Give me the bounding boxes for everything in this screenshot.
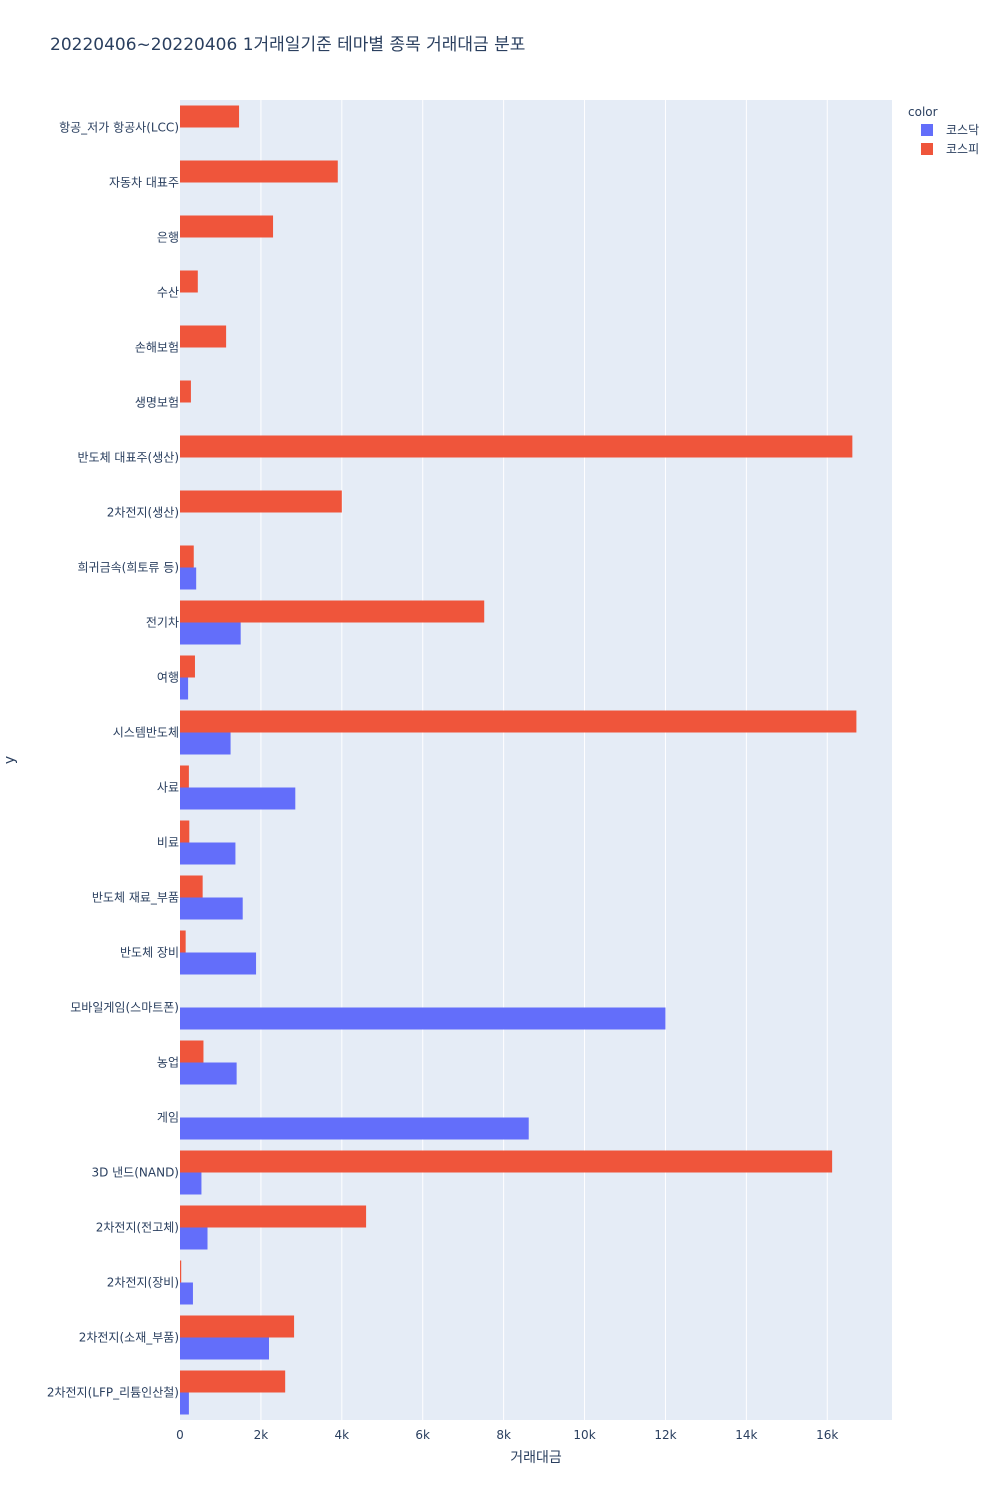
x-tick-label: 6k xyxy=(415,1428,430,1442)
bar-kospi xyxy=(180,490,342,513)
bar-kospi xyxy=(180,1205,367,1228)
bar-kospi xyxy=(180,1150,833,1173)
plot-area xyxy=(180,100,892,1420)
x-tick-label: 0 xyxy=(176,1428,184,1442)
bar-kospi xyxy=(180,1040,204,1063)
y-tick-label: 비료 xyxy=(157,836,179,850)
bar-kospi xyxy=(180,325,227,348)
y-tick-label: 2차전지(LFP_리튬인산철) xyxy=(47,1386,179,1400)
bar-kosdaq xyxy=(180,1117,529,1140)
bar-kospi xyxy=(180,765,189,788)
x-tick-label: 10k xyxy=(573,1428,595,1442)
chart-title: 20220406~20220406 1거래일기준 테마별 종목 거래대금 분포 xyxy=(50,35,525,55)
x-tick-label: 16k xyxy=(816,1428,838,1442)
x-axis-ticks: 0 2k 4k 6k 8k 10k 12k 14k 16k xyxy=(176,1428,838,1442)
bar-kospi xyxy=(180,1315,295,1338)
y-tick-label: 여행 xyxy=(157,670,179,685)
y-tick-label: 항공_저가 항공사(LCC) xyxy=(59,121,179,135)
y-tick-label: 2차전지(생산) xyxy=(107,506,179,520)
bar-kosdaq xyxy=(180,1062,237,1085)
y-tick-label: 사료 xyxy=(157,781,179,795)
bar-kosdaq xyxy=(180,787,296,810)
bar-kosdaq xyxy=(180,1172,202,1195)
y-tick-label: 2차전지(전고체) xyxy=(96,1221,179,1235)
bar-kospi xyxy=(180,380,191,403)
y-tick-label: 반도체 재료_부품 xyxy=(92,891,179,905)
bar-kospi xyxy=(180,270,198,293)
bar-kosdaq xyxy=(180,1227,208,1250)
bar-kospi xyxy=(180,435,853,458)
y-tick-label: 전기차 xyxy=(146,616,179,630)
y-tick-label: 희귀금속(희토류 등) xyxy=(78,561,180,575)
y-tick-label: 시스템반도체 xyxy=(113,726,179,740)
legend-swatch xyxy=(921,143,933,155)
bar-kospi xyxy=(180,655,195,678)
legend-swatch xyxy=(921,124,933,136)
y-axis-title: y xyxy=(2,756,18,764)
bar-kospi xyxy=(180,820,190,843)
bar-kospi xyxy=(180,1260,182,1283)
y-tick-label: 자동차 대표주 xyxy=(109,176,179,190)
bar-kospi xyxy=(180,1370,286,1393)
bar-kosdaq xyxy=(180,1392,189,1415)
bar-kospi xyxy=(180,105,240,128)
y-tick-label: 반도체 대표주(생산) xyxy=(78,451,180,465)
bar-kosdaq xyxy=(180,897,243,920)
x-tick-label: 8k xyxy=(496,1428,511,1442)
x-tick-label: 4k xyxy=(335,1428,350,1442)
bar-kospi xyxy=(180,710,857,733)
bar-kosdaq xyxy=(180,677,189,700)
legend-label: 코스피 xyxy=(946,142,979,156)
x-tick-label: 12k xyxy=(654,1428,676,1442)
bar-kosdaq xyxy=(180,842,236,865)
bar-kosdaq xyxy=(180,1337,269,1360)
y-tick-label: 모바일게임(스마트폰) xyxy=(70,1001,179,1015)
gridlines xyxy=(260,100,828,1420)
y-tick-label: 게임 xyxy=(157,1111,179,1125)
bar-kospi xyxy=(180,545,194,568)
y-tick-label: 생명보험 xyxy=(135,396,179,410)
legend-label: 코스닥 xyxy=(946,123,979,137)
bar-kospi xyxy=(180,600,485,623)
bar-kospi xyxy=(180,215,274,238)
y-tick-label: 2차전지(장비) xyxy=(107,1276,179,1290)
bar-kosdaq xyxy=(180,1007,666,1030)
bar-kosdaq xyxy=(180,952,257,975)
x-tick-label: 14k xyxy=(735,1428,757,1442)
bar-kosdaq xyxy=(180,567,197,590)
y-tick-label: 은행 xyxy=(157,230,179,245)
y-tick-label: 3D 낸드(NAND) xyxy=(91,1166,179,1180)
bar-kospi xyxy=(180,930,186,953)
bars xyxy=(180,105,857,1415)
legend-title: color xyxy=(908,105,938,119)
y-tick-label: 2차전지(소재_부품) xyxy=(79,1331,179,1345)
y-tick-label: 수산 xyxy=(157,286,179,300)
x-axis-title: 거래대금 xyxy=(510,1450,562,1466)
y-tick-label: 손해보험 xyxy=(135,341,179,355)
bar-kospi xyxy=(180,875,203,898)
y-tick-label: 반도체 장비 xyxy=(120,946,179,960)
y-tick-label: 농업 xyxy=(157,1056,179,1070)
bar-kosdaq xyxy=(180,622,241,645)
bar-kosdaq xyxy=(180,1282,193,1305)
bar-kosdaq xyxy=(180,732,231,755)
bar-kospi xyxy=(180,160,338,183)
x-tick-label: 2k xyxy=(254,1428,269,1442)
